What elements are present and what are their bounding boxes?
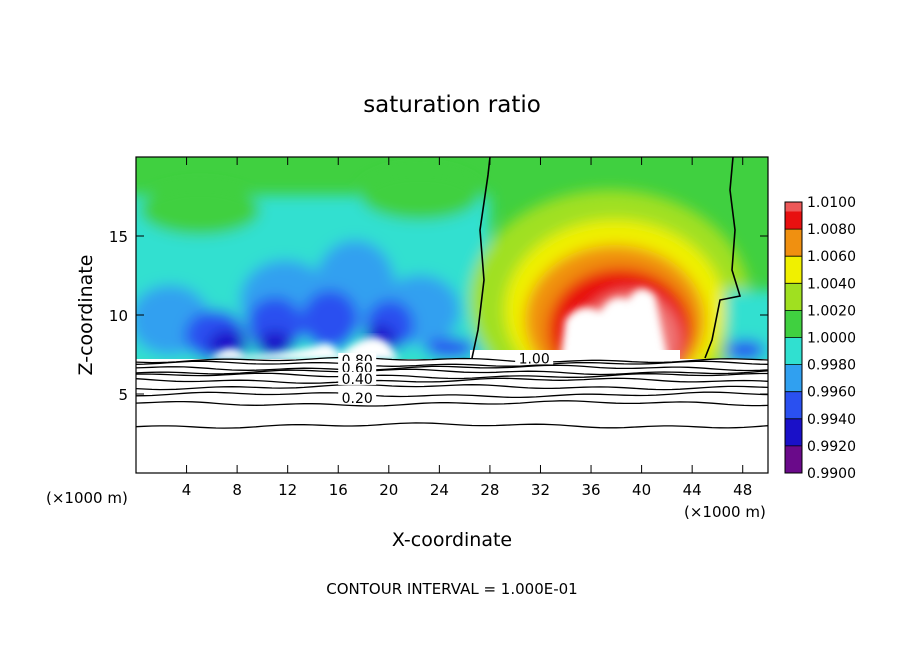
colorbar-segment (785, 229, 802, 257)
colorbar: 0.9900 0.9920 0.9940 0.9960 0.9980 1.0000 1.00… (784, 195, 856, 482)
x-tick-label: 8 (232, 481, 242, 499)
contour-interval-note: CONTOUR INTERVAL = 1.000E-01 (326, 580, 577, 598)
y-axis: 5 10 15 (109, 228, 768, 404)
colorbar-segment (785, 256, 802, 284)
x-tick-label: 20 (379, 481, 398, 499)
contour-line (135, 368, 769, 376)
colorbar-label: 0.9900 (807, 466, 856, 482)
x-tick-label: 28 (480, 481, 499, 499)
colorbar-segment (785, 310, 802, 338)
contour-label: 0.40 (342, 372, 373, 388)
x-tick-label: 4 (182, 481, 192, 499)
x-tick-label: 36 (581, 481, 600, 499)
x-unit-right: (×1000 m) (684, 503, 766, 521)
colorbar-cap (785, 202, 802, 212)
y-tick-label: 5 (118, 386, 128, 404)
contour-label: 1.00 (519, 351, 550, 367)
contour-label-bg (515, 351, 554, 365)
colorbar-label: 0.9940 (807, 412, 856, 428)
colorbar-segment (785, 391, 802, 419)
colorbar-segment (785, 337, 802, 365)
contour-label-bg (338, 360, 377, 374)
colorbar-label: 1.0020 (807, 303, 856, 319)
colorbar-label: 0.9980 (807, 358, 856, 374)
chart-title: saturation ratio (363, 92, 541, 118)
contour-line (135, 377, 769, 384)
colorbar-label: 1.0100 (807, 195, 856, 211)
heatmap-field (136, 157, 768, 359)
x-tick-label: 12 (278, 481, 297, 499)
contour-lines (135, 356, 769, 429)
contour-line (135, 372, 768, 380)
x-tick-label: 16 (329, 481, 348, 499)
x-tick-label: 48 (733, 481, 752, 499)
colorbar-label: 0.9920 (807, 439, 856, 455)
y-tick-label: 10 (109, 307, 128, 325)
colorbar-segment (785, 283, 802, 311)
contour-line (135, 360, 769, 367)
contour-line (135, 383, 769, 391)
contour-label: 0.20 (342, 391, 373, 407)
colorbar-label: 0.9960 (807, 385, 856, 401)
contour-labels: 1.000.800.600.400.20 (338, 351, 554, 407)
contour-line (135, 400, 769, 407)
colorbar-segment (785, 445, 802, 473)
x-tick-label: 44 (683, 481, 702, 499)
x-tick-label: 32 (531, 481, 550, 499)
y-tick-label: 15 (109, 228, 128, 246)
colorbar-label: 1.0080 (807, 222, 856, 238)
x-tick-label: 40 (632, 481, 651, 499)
colorbar-label: 1.0000 (807, 331, 856, 347)
colorbar-label: 1.0060 (807, 249, 856, 265)
x-tick-label: 24 (430, 481, 449, 499)
x-axis-label: X-coordinate (392, 529, 512, 551)
x-axis: 4 8 12 16 20 24 28 32 36 40 44 48 (182, 157, 752, 499)
contour-line (135, 422, 769, 429)
contour-line (135, 391, 769, 399)
contour-label-bg (338, 371, 377, 385)
colorbar-segment (785, 418, 802, 446)
contour-line (135, 364, 769, 372)
colorbar-label: 1.0040 (807, 276, 856, 292)
contour-line (135, 356, 769, 364)
x-unit-left: (×1000 m) (46, 489, 128, 507)
y-axis-label: Z-coordinate (75, 255, 97, 376)
colorbar-segment (785, 364, 802, 392)
contour-label-bg (338, 390, 377, 404)
